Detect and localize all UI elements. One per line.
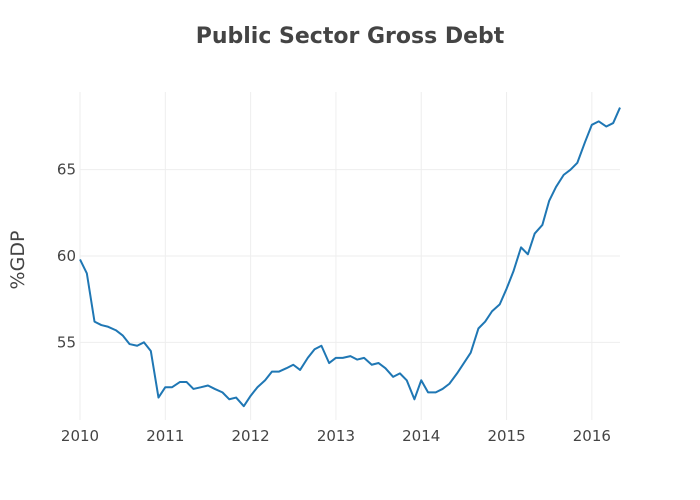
x-tick-labels: 2010 2011 2012 2013 2014 2015 2016 xyxy=(61,427,611,445)
y-tick-label: 65 xyxy=(57,161,76,179)
chart-title: Public Sector Gross Debt xyxy=(195,24,505,49)
x-tick-label: 2015 xyxy=(487,427,525,445)
y-tick-labels: 55 60 65 xyxy=(57,161,76,352)
series-group xyxy=(79,107,621,408)
x-tick-label: 2014 xyxy=(402,427,440,445)
x-tick-label: 2010 xyxy=(61,427,99,445)
series-line xyxy=(79,107,621,408)
y-tick-label: 55 xyxy=(57,333,76,351)
x-tick-label: 2016 xyxy=(573,427,611,445)
x-tick-label: 2013 xyxy=(317,427,355,445)
x-tick-label: 2012 xyxy=(232,427,270,445)
x-tick-label: 2011 xyxy=(146,427,184,445)
y-gridlines xyxy=(80,169,620,343)
y-tick-label: 60 xyxy=(57,247,76,265)
